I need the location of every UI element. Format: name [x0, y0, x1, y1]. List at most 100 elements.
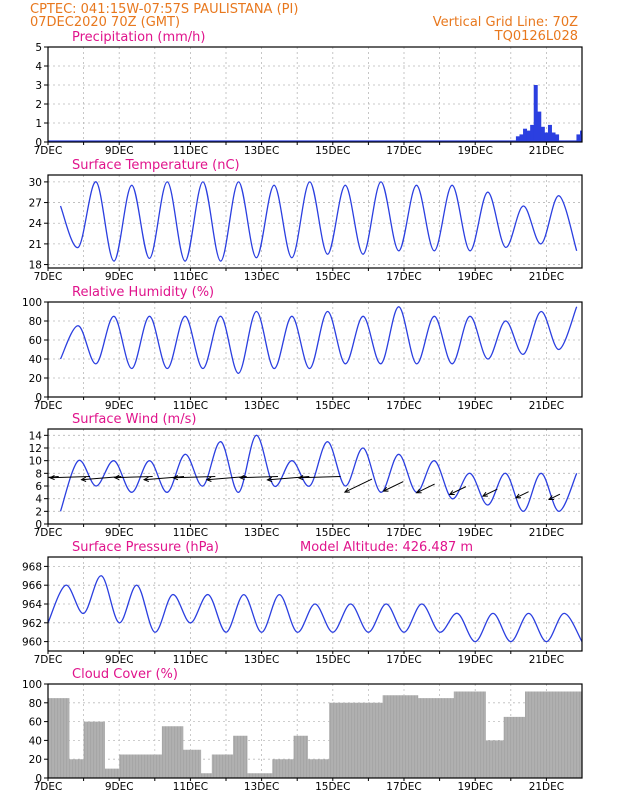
precip-panel: Precipitation (mm/h) 0 1 2 3 4 5 7DEC 9DEC 11DEC 1… [34, 30, 583, 157]
wind-xtick-label: 9DEC [105, 527, 134, 539]
cloud-ytick-label: 20 [29, 754, 42, 766]
wind-arrow-shaft [239, 476, 278, 479]
precip-xtick-label: 11DEC [173, 145, 208, 157]
header-line1-right: Vertical Grid Line: 70Z [433, 15, 578, 30]
cloud-xtick-label: 11DEC [173, 781, 208, 793]
wind-arrow-shaft [548, 493, 561, 500]
rh-xtick-label: 7DEC [34, 400, 63, 412]
wind-ytick-label: 12 [29, 443, 42, 455]
wind-arrow-shaft [267, 476, 310, 481]
precip-bar [551, 132, 556, 142]
pressure-ytick-label: 966 [22, 580, 42, 592]
temp-xtick-label: 15DEC [315, 271, 350, 283]
temp-title: Surface Temperature (nC) [72, 158, 240, 173]
temp-xtick-label: 19DEC [457, 271, 492, 283]
rh-ytick-label: 80 [29, 316, 42, 328]
wind-arrow-shaft [50, 476, 91, 479]
temp-plot-area [59, 181, 578, 262]
precip-bar [547, 124, 552, 142]
pressure-xtick-label: 13DEC [244, 654, 279, 666]
cloud-xtick-label: 15DEC [315, 781, 350, 793]
wind-arrow-shaft [383, 481, 404, 492]
temp-xtick-label: 13DEC [244, 271, 279, 283]
wind-arrow-head [548, 495, 555, 500]
pressure-series-line [48, 575, 582, 643]
cloud-xtick-label: 13DEC [244, 781, 279, 793]
wind-ytick-label: 2 [35, 506, 42, 518]
precip-bar [533, 85, 538, 142]
cloud-title: Cloud Cover (%) [72, 667, 178, 682]
wind-arrow-head [343, 487, 350, 493]
rh-xtick-label: 19DEC [457, 400, 492, 412]
temp-xtick-label: 21DEC [529, 271, 564, 283]
wind-series-line [59, 434, 578, 512]
precip-bar [544, 132, 549, 142]
pressure-xtick-label: 11DEC [173, 654, 208, 666]
wind-xtick-label: 21DEC [529, 527, 564, 539]
precip-ytick-label: 3 [35, 80, 42, 92]
header-line2-left: 07DEC2020 70Z (GMT) [30, 15, 180, 30]
wind-arrow-shaft [206, 476, 247, 481]
precip-bar [576, 134, 581, 142]
pressure-xtick-label: 19DEC [457, 654, 492, 666]
pressure-ytick-label: 968 [22, 561, 42, 573]
precip-bar [526, 130, 531, 142]
precip-title: Precipitation (mm/h) [72, 30, 205, 45]
wind-arrow-shaft [298, 476, 341, 479]
wind-frame [47, 428, 583, 525]
wind-xtick-label: 19DEC [457, 527, 492, 539]
header-line2-right: TQ0126L028 [494, 29, 578, 44]
precip-ytick-label: 1 [35, 118, 42, 130]
cloud-frame [47, 683, 583, 779]
precip-xtick-label: 15DEC [315, 145, 350, 157]
rh-frame [47, 301, 583, 398]
temp-panel: Surface Temperature (nC) 18 21 24 27 30 7DEC 9D… [29, 158, 583, 283]
wind-arrow-head [238, 474, 245, 481]
cloud-ytick-label: 80 [29, 698, 42, 710]
header-line1-left: CPTEC: 041:15W-07:57S PAULISTANA (PI) [30, 2, 298, 17]
precip-ytick-label: 0 [35, 137, 42, 149]
rh-ytick-label: 0 [35, 392, 42, 404]
rh-ytick-label: 60 [29, 335, 42, 347]
precip-bar [530, 124, 535, 142]
wind-arrow-head [142, 476, 149, 482]
rh-series-line [59, 306, 578, 374]
wind-xtick-label: 11DEC [173, 527, 208, 539]
wind-arrow-head [415, 488, 422, 494]
wind-ytick-label: 0 [35, 519, 42, 531]
temp-ytick-label: 24 [29, 218, 43, 230]
wind-arrow-head [172, 475, 179, 481]
cloud-panel: Cloud Cover (%) 0 20 40 60 80 100 7DEC 9DEC 11DEC… [22, 667, 583, 793]
rh-xtick-label: 9DEC [105, 400, 134, 412]
precip-bar [515, 136, 520, 142]
wind-xtick-label: 7DEC [34, 527, 63, 539]
rh-xtick-label: 17DEC [386, 400, 421, 412]
wind-arrow-head [266, 476, 273, 483]
temp-xtick-label: 9DEC [105, 271, 134, 283]
wind-ytick-label: 14 [29, 430, 43, 442]
cloud-xtick-label: 7DEC [34, 781, 63, 793]
wind-arrow-head [297, 475, 304, 481]
wind-arrow-shaft [482, 488, 498, 497]
precip-bar [555, 134, 560, 142]
cloud-xtick-label: 17DEC [386, 781, 421, 793]
pressure-xtick-label: 9DEC [105, 654, 134, 666]
pressure-subtitle: Model Altitude: 426.487 m [300, 540, 473, 555]
pressure-ytick-label: 962 [22, 618, 42, 630]
pressure-title: Surface Pressure (hPa) [72, 540, 219, 555]
wind-arrow-head [448, 490, 455, 495]
temp-xtick-label: 11DEC [173, 271, 208, 283]
wind-arrow-shaft [344, 478, 373, 493]
pressure-xtick-label: 15DEC [315, 654, 350, 666]
rh-ytick-label: 20 [29, 373, 42, 385]
wind-xtick-label: 13DEC [244, 527, 279, 539]
pressure-frame [47, 556, 583, 652]
temp-series-line [59, 181, 578, 262]
wind-ytick-label: 10 [29, 456, 42, 468]
wind-arrow-head [382, 486, 389, 492]
wind-arrow-shaft [515, 491, 529, 499]
precip-bar [540, 126, 545, 142]
